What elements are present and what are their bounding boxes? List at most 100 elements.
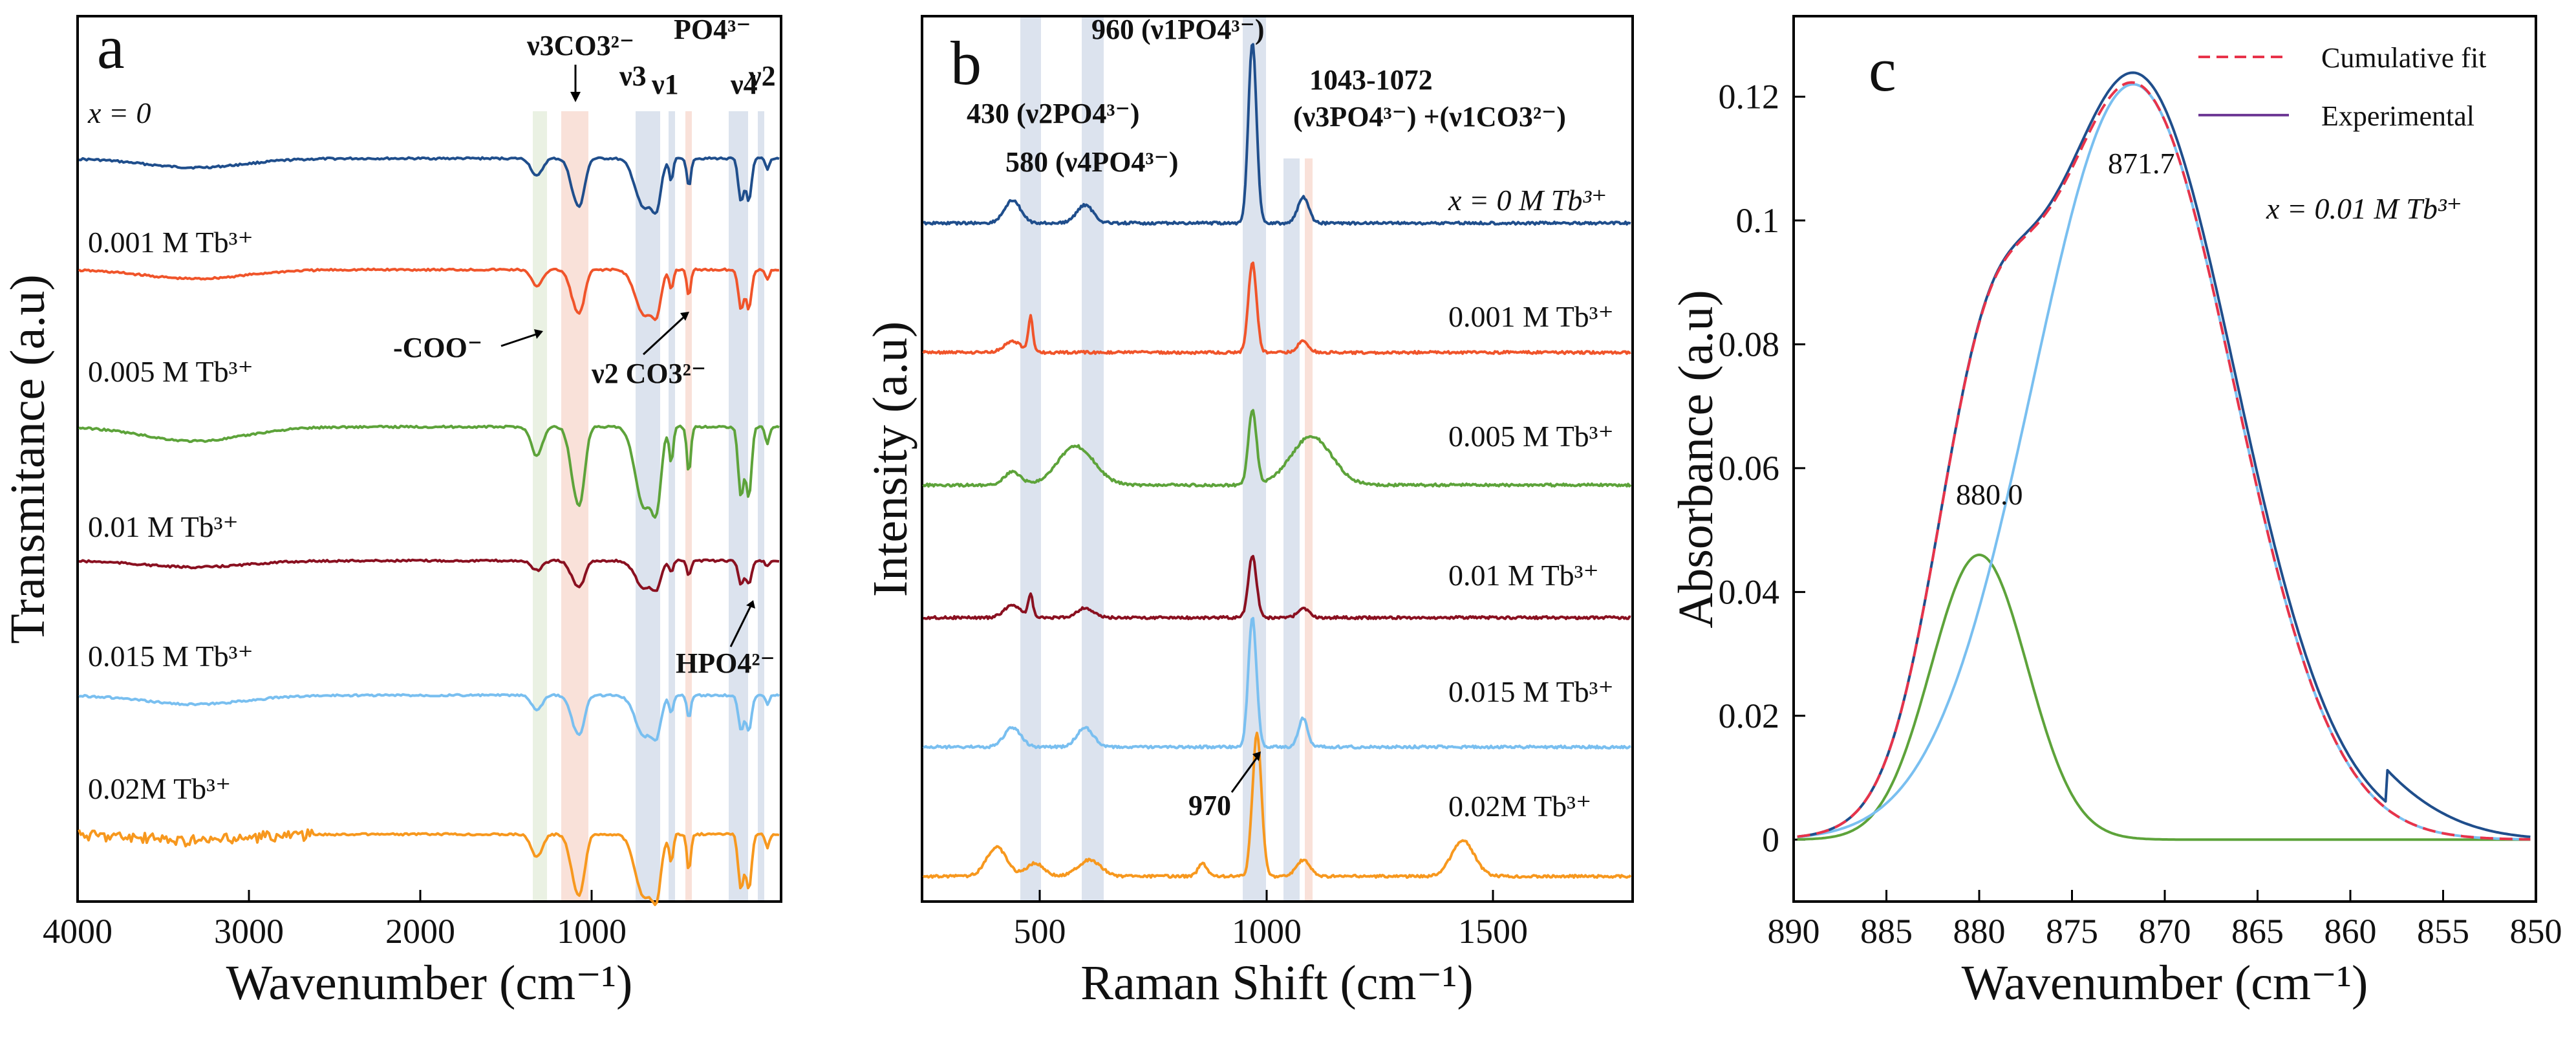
series-label-b-1: 0.001 M Tb³⁺ bbox=[1448, 300, 1614, 333]
y-tick-label: 0.12 bbox=[1719, 77, 1780, 116]
series-line-a-0001 bbox=[78, 267, 780, 321]
series-line-b-002 bbox=[922, 731, 1632, 879]
x-tick-label: 880 bbox=[1953, 912, 2006, 951]
annotations-a: ν3CO3²⁻ PO4³⁻ ν3 ν1 ν4 ν2 -COO⁻ ν2 CO3²⁻… bbox=[393, 14, 776, 679]
y-axis-label-c: Absorbance (a.u) bbox=[1669, 290, 1723, 628]
x-tick-label: 1000 bbox=[557, 912, 627, 951]
annotation-960: 960 (ν1PO4³⁻) bbox=[1091, 14, 1264, 45]
axes-frame-a bbox=[76, 15, 782, 903]
y-axis-label-b: Intensity (a.u) bbox=[863, 321, 918, 597]
annotation-v1: ν1 bbox=[651, 69, 679, 100]
x-tick-label: 855 bbox=[2417, 912, 2469, 951]
annotation-v3co3: ν3CO3²⁻ bbox=[526, 30, 634, 61]
series-label-a-0: x = 0 bbox=[87, 96, 151, 129]
x-tick-label: 890 bbox=[1768, 912, 1820, 951]
band-v2co3 bbox=[685, 111, 692, 902]
series-line-b-001 bbox=[923, 555, 1631, 620]
series-label-b-0: x = 0 M Tb³⁺ bbox=[1448, 184, 1607, 217]
band-v3po4 bbox=[636, 111, 660, 902]
sample-label-c: x = 0.01 M Tb³⁺ bbox=[2266, 192, 2462, 225]
series-label-b-2: 0.005 M Tb³⁺ bbox=[1448, 420, 1614, 453]
y-tick-label: 0.02 bbox=[1719, 697, 1780, 735]
band-430 bbox=[1020, 16, 1041, 902]
x-tick-label: 860 bbox=[2324, 912, 2377, 951]
series-label-b-5: 0.02M Tb³⁺ bbox=[1448, 790, 1591, 823]
legend-label-fit: Cumulative fit bbox=[2321, 42, 2486, 74]
annotations-b: 960 (ν1PO4³⁻) 430 (ν2PO4³⁻) 580 (ν4PO4³⁻… bbox=[967, 14, 1566, 821]
series-label-a-4: 0.015 M Tb³⁺ bbox=[88, 640, 253, 673]
cumulative-fit-curve bbox=[1797, 81, 2531, 841]
panel-a: 4000 3000 2000 1000 Wavenumber (cm⁻¹) Tr… bbox=[1, 12, 782, 1010]
series-label-a-3: 0.01 M Tb³⁺ bbox=[88, 510, 239, 543]
x-tick-label: 500 bbox=[1014, 912, 1066, 951]
series-label-a-1: 0.001 M Tb³⁺ bbox=[88, 226, 253, 259]
x-tick-label: 850 bbox=[2510, 912, 2562, 951]
panel-label-b: b bbox=[950, 28, 982, 98]
y-tick-label: 0 bbox=[1762, 820, 1779, 859]
annotation-970: 970 bbox=[1188, 790, 1231, 821]
band-highlights-a bbox=[533, 111, 764, 902]
series-line-a-002 bbox=[78, 828, 780, 907]
series-line-b-0015 bbox=[922, 616, 1631, 750]
spectra-b bbox=[922, 43, 1632, 879]
y-axis-label-a: Transmitance (a.u) bbox=[1, 274, 55, 643]
annotation-po4: PO4³⁻ bbox=[674, 14, 751, 45]
annotation-1043-b: (ν3PO4³⁻) +(ν1CO3²⁻) bbox=[1293, 101, 1566, 133]
y-tick-label: 0.04 bbox=[1719, 572, 1780, 611]
x-tick-label: 1000 bbox=[1232, 912, 1302, 951]
annotation-580: 580 (ν4PO4³⁻) bbox=[1005, 146, 1178, 178]
x-tick-label: 4000 bbox=[43, 912, 113, 951]
series-line-a-001 bbox=[78, 558, 780, 592]
spectra-a bbox=[78, 156, 780, 907]
x-ticks-a: 4000 3000 2000 1000 bbox=[43, 890, 627, 951]
y-tick-label: 0.08 bbox=[1719, 325, 1780, 363]
legend-c: Cumulative fit Experimental bbox=[2198, 42, 2486, 132]
series-line-a-x0 bbox=[78, 156, 780, 215]
band-v1po4 bbox=[669, 111, 675, 902]
x-tick-label: 2000 bbox=[385, 912, 455, 951]
y-tick-label: 0.06 bbox=[1719, 449, 1780, 488]
band-1072 bbox=[1305, 158, 1313, 902]
peak-label-871: 871.7 bbox=[2108, 147, 2175, 180]
band-coo bbox=[533, 111, 547, 902]
band-v4po4 bbox=[729, 111, 748, 902]
annotation-v2: ν2 bbox=[748, 60, 776, 92]
annotation-hpo4: HPO4²⁻ bbox=[676, 647, 775, 679]
series-line-b-0001 bbox=[922, 261, 1631, 355]
annotation-v2co3: ν2 CO3²⁻ bbox=[591, 358, 706, 389]
series-label-a-5: 0.02M Tb³⁺ bbox=[88, 772, 231, 805]
x-axis-label-c: Wavenumber (cm⁻¹) bbox=[1962, 956, 2368, 1010]
x-tick-label: 875 bbox=[2046, 912, 2098, 951]
x-tick-label: 3000 bbox=[214, 912, 284, 951]
x-tick-label: 885 bbox=[1860, 912, 1913, 951]
x-axis-label-b: Raman Shift (cm⁻¹) bbox=[1080, 956, 1473, 1010]
series-label-b-3: 0.01 M Tb³⁺ bbox=[1448, 559, 1599, 592]
annotation-v4: ν4 bbox=[730, 69, 758, 100]
series-line-b-0005 bbox=[922, 409, 1632, 488]
experimental-curve bbox=[1797, 71, 2531, 838]
series-line-a-0015 bbox=[78, 693, 780, 742]
series-line-b-x0 bbox=[923, 43, 1631, 226]
x-ticks-b: 500 1000 1500 bbox=[1014, 890, 1528, 951]
annotation-430: 430 (ν2PO4³⁻) bbox=[967, 98, 1139, 129]
axes-frame-b bbox=[921, 15, 1634, 903]
band-v3co3 bbox=[561, 111, 588, 902]
x-axis-label-a: Wavenumber (cm⁻¹) bbox=[226, 956, 633, 1010]
peak-label-880: 880.0 bbox=[1956, 478, 2023, 511]
panel-c: 890 885 880 875 870 865 860 855 850 0 0.02 0.04 0.06… bbox=[1669, 15, 2562, 1010]
panel-label-a: a bbox=[97, 12, 125, 81]
x-tick-label: 870 bbox=[2139, 912, 2191, 951]
series-line-a-0005 bbox=[78, 424, 780, 519]
series-label-a-2: 0.005 M Tb³⁺ bbox=[88, 355, 253, 388]
y-tick-label: 0.1 bbox=[1736, 201, 1780, 240]
annotation-v3: ν3 bbox=[619, 60, 647, 92]
band-1043 bbox=[1283, 158, 1300, 902]
ticks-c: 890 885 880 875 870 865 860 855 850 0 0.02 0.04 0.06… bbox=[1719, 77, 2562, 951]
band-v2po4 bbox=[758, 111, 764, 902]
band-highlights-b bbox=[1020, 16, 1313, 902]
fit-curves-c bbox=[1797, 71, 2531, 841]
panel-label-c: c bbox=[1869, 35, 1896, 104]
legend-label-exp: Experimental bbox=[2321, 100, 2474, 132]
x-tick-label: 865 bbox=[2231, 912, 2284, 951]
